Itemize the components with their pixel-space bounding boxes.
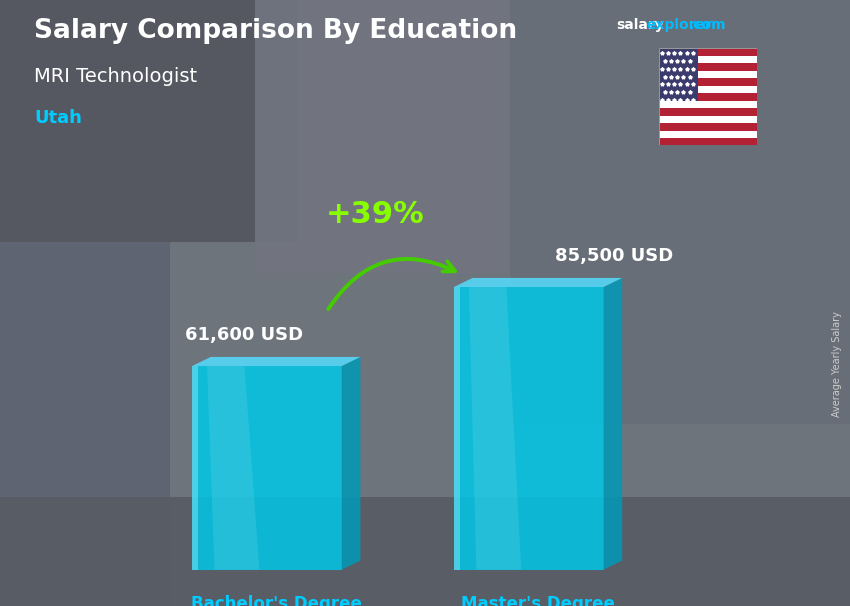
Polygon shape bbox=[454, 287, 460, 570]
Bar bbox=[659, 101, 756, 108]
Bar bbox=[659, 116, 756, 123]
Polygon shape bbox=[469, 287, 521, 570]
Polygon shape bbox=[604, 278, 622, 570]
Bar bbox=[659, 130, 756, 138]
Text: explorer: explorer bbox=[646, 18, 711, 32]
Bar bbox=[659, 56, 756, 64]
Polygon shape bbox=[192, 357, 360, 366]
Bar bbox=[659, 78, 756, 86]
Text: salary: salary bbox=[616, 18, 664, 32]
Bar bbox=[659, 86, 756, 93]
Text: .com: .com bbox=[688, 18, 726, 32]
Text: +39%: +39% bbox=[326, 200, 425, 229]
Bar bbox=[0, 497, 850, 606]
Polygon shape bbox=[192, 366, 198, 570]
Polygon shape bbox=[207, 366, 259, 570]
Bar bbox=[659, 48, 756, 56]
Bar bbox=[659, 108, 756, 116]
Bar bbox=[659, 71, 756, 78]
Bar bbox=[510, 0, 850, 424]
Polygon shape bbox=[454, 287, 604, 570]
Bar bbox=[0, 242, 170, 606]
Text: Bachelor's Degree: Bachelor's Degree bbox=[190, 595, 362, 606]
Bar bbox=[659, 138, 756, 145]
Bar bbox=[659, 64, 756, 71]
Bar bbox=[0, 0, 298, 242]
Text: Salary Comparison By Education: Salary Comparison By Education bbox=[34, 18, 517, 44]
Text: Master's Degree: Master's Degree bbox=[461, 595, 615, 606]
Text: Average Yearly Salary: Average Yearly Salary bbox=[832, 311, 842, 416]
Text: Utah: Utah bbox=[34, 109, 82, 127]
Polygon shape bbox=[454, 278, 622, 287]
Text: 61,600 USD: 61,600 USD bbox=[184, 326, 303, 344]
Bar bbox=[659, 93, 756, 101]
Text: 85,500 USD: 85,500 USD bbox=[555, 247, 673, 265]
Bar bbox=[659, 48, 698, 101]
Bar bbox=[659, 123, 756, 130]
Bar bbox=[255, 0, 510, 273]
Polygon shape bbox=[192, 366, 342, 570]
Polygon shape bbox=[342, 357, 360, 570]
Text: MRI Technologist: MRI Technologist bbox=[34, 67, 197, 85]
